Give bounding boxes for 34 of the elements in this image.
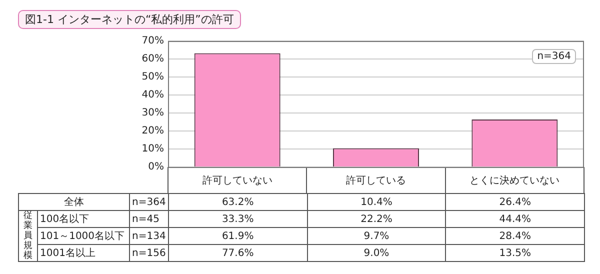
text: 77.6% [168, 244, 308, 262]
text: 61.9% [168, 228, 308, 244]
text: 9.7% [307, 228, 446, 244]
text: n=364 [130, 194, 168, 210]
text: 13.5% [446, 244, 584, 262]
text: 101～1000名以下 [38, 228, 130, 244]
sample-size-box: n=364 [532, 49, 576, 64]
text: n=156 [130, 244, 168, 262]
x-tick-label: 許可していない [202, 174, 272, 187]
y-tick-label: 30% [142, 108, 164, 119]
x-tick-label: とくに決めていない [470, 174, 560, 187]
text: 100名以下 [38, 210, 130, 228]
text: 33.3% [168, 210, 308, 228]
text: 1001名以上 [38, 244, 130, 262]
chart-title: 図1-1 インターネットの“私的利用”の許可 [18, 10, 241, 29]
text: n=45 [130, 210, 168, 228]
y-tick-label: 20% [142, 126, 164, 137]
text: 9.0% [307, 244, 446, 262]
text: n=134 [130, 228, 168, 244]
y-tick-label: 50% [142, 72, 164, 83]
text: 従業員規模 [24, 211, 32, 261]
text: 22.2% [307, 210, 446, 228]
y-tick-label: 70% [142, 36, 164, 47]
y-tick-label: 10% [142, 144, 164, 155]
data-label: 10.4% [307, 194, 446, 210]
y-tick-label: 60% [142, 54, 164, 65]
text: 全体 [18, 194, 130, 210]
data-label: 26.4% [446, 194, 584, 210]
y-tick-label: 40% [142, 90, 164, 101]
y-tick-label: 0% [148, 162, 164, 173]
data-label: 63.2% [168, 194, 308, 210]
text: 28.4% [446, 228, 584, 244]
x-tick-label: 許可している [346, 174, 406, 187]
text: 44.4% [446, 210, 584, 228]
